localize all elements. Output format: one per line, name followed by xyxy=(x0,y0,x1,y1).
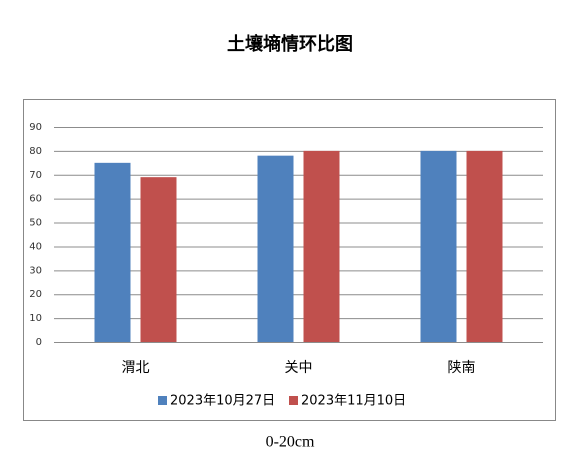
y-tick-label: 70 xyxy=(29,170,42,181)
chart-title: 土壤墒情环比图 xyxy=(227,33,353,55)
y-tick-label: 90 xyxy=(29,122,42,133)
y-tick-label: 30 xyxy=(29,265,42,276)
y-tick-label: 0 xyxy=(36,337,42,348)
y-tick-label: 20 xyxy=(29,289,42,300)
y-tick-label: 40 xyxy=(29,241,42,252)
y-tick-label: 10 xyxy=(29,313,42,324)
x-tick-label: 渭北 xyxy=(122,360,150,376)
bar xyxy=(94,162,131,342)
x-tick-label: 关中 xyxy=(285,360,313,376)
legend-swatch xyxy=(158,396,167,405)
legend-label: 2023年10月27日 xyxy=(170,394,275,409)
legend-swatch xyxy=(289,396,298,405)
bar xyxy=(257,155,294,342)
chart-frame xyxy=(23,99,556,421)
bar xyxy=(466,150,503,342)
bar xyxy=(303,150,340,342)
y-tick-label: 80 xyxy=(29,146,42,157)
y-tick-label: 60 xyxy=(29,194,42,205)
x-tick-label: 陕南 xyxy=(448,360,476,376)
caption: 0-20cm xyxy=(266,434,315,451)
legend-label: 2023年11月10日 xyxy=(301,394,406,409)
bar xyxy=(420,150,457,342)
y-tick-label: 50 xyxy=(29,218,42,229)
bar xyxy=(140,177,177,342)
